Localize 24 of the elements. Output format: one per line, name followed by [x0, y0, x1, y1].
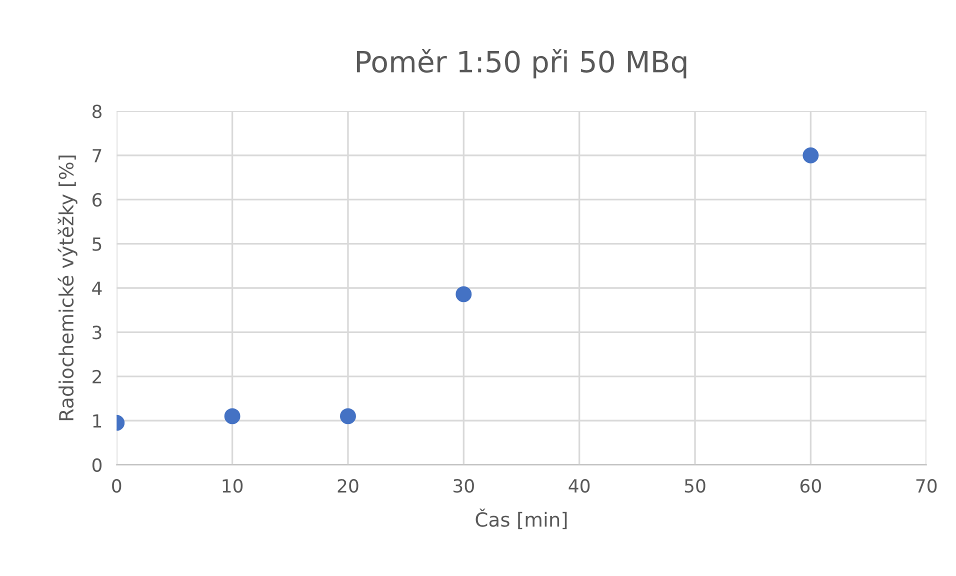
x-tick-label: 20 [338, 479, 358, 493]
point [224, 408, 240, 424]
y-tick-label: 4 [92, 282, 102, 295]
point [802, 147, 819, 164]
point [340, 408, 356, 424]
y-tick-label: 6 [92, 193, 102, 207]
y-tick-label: 1 [93, 414, 102, 428]
x-axis-title: Čas [min] [476, 508, 567, 530]
y-tick-label: 2 [92, 370, 101, 384]
y-tick-label: 0 [92, 458, 102, 472]
x-tick-label: 60 [800, 479, 821, 493]
x-tick-label: 50 [684, 479, 706, 493]
y-tick-label: 7 [92, 149, 102, 162]
x-tick-label: 0 [112, 479, 122, 493]
y-axis-title: Radiochemické výtěžky [%] [58, 156, 78, 420]
point [456, 286, 472, 302]
chart-title: Poměr 1:50 při 50 MBq [357, 48, 686, 78]
x-tick-label: 10 [222, 479, 243, 493]
y-tick-label: 5 [92, 237, 102, 251]
y-tick-label: 3 [92, 326, 102, 340]
x-tick-label: 40 [568, 479, 590, 493]
y-tick-label: 8 [92, 104, 102, 118]
x-tick-label: 70 [916, 479, 937, 493]
x-tick-label: 30 [454, 479, 474, 493]
